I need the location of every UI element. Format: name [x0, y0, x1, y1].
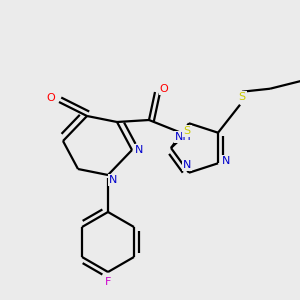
Text: N: N — [135, 145, 143, 155]
Text: O: O — [160, 84, 168, 94]
Text: S: S — [238, 92, 246, 102]
Text: O: O — [46, 93, 56, 103]
Text: F: F — [105, 277, 111, 287]
Text: S: S — [183, 126, 190, 136]
Text: NH: NH — [175, 132, 191, 142]
Text: N: N — [109, 175, 117, 185]
Text: N: N — [183, 160, 191, 170]
Text: N: N — [222, 156, 230, 166]
